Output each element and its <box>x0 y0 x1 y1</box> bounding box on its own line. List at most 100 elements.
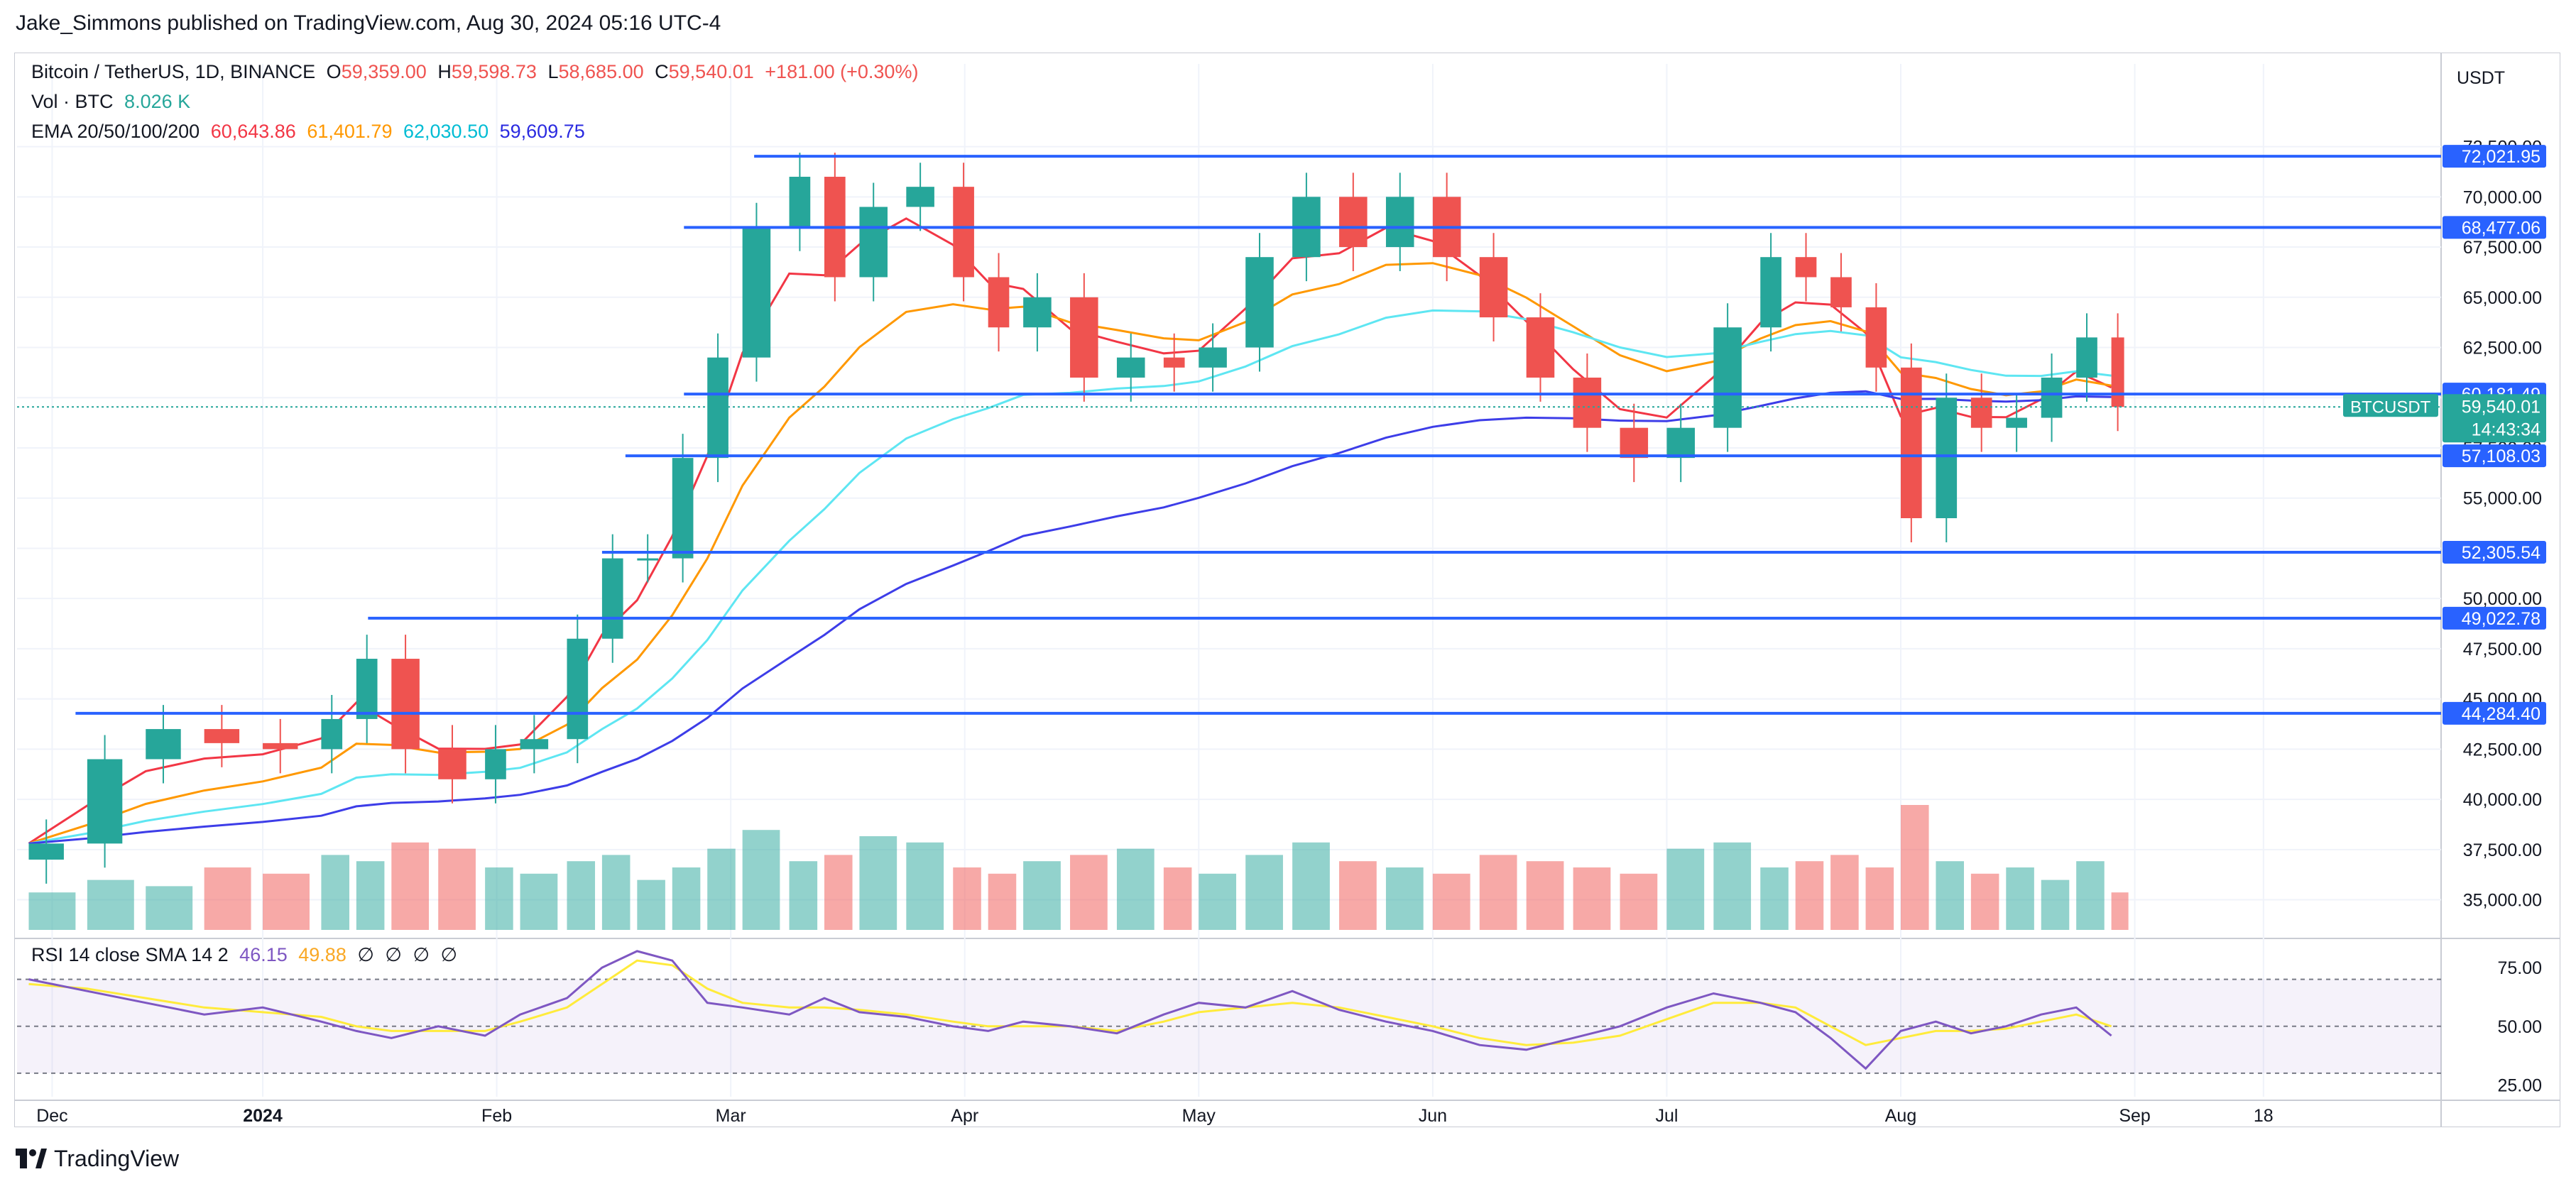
bar-countdown: 14:43:34 <box>2472 420 2540 439</box>
open-value: 59,359.00 <box>341 61 427 82</box>
candle-body <box>1023 297 1052 328</box>
candle-body <box>1479 257 1508 318</box>
rsi-tick-label: 25.00 <box>2497 1075 2542 1095</box>
close-label: C <box>655 61 669 82</box>
level-tag-bg <box>2443 701 2546 725</box>
candle-body <box>520 739 549 750</box>
close-value: 59,540.01 <box>668 61 754 82</box>
time-tick-label: Apr <box>951 1106 978 1126</box>
price-tick-label: 62,500.00 <box>2463 339 2542 358</box>
symbol-name[interactable]: Bitcoin / TetherUS, 1D, BINANCE <box>31 61 316 82</box>
price-tick-label: 70,000.00 <box>2463 187 2542 207</box>
volume-bar <box>824 855 853 930</box>
price-tick-label: 65,000.00 <box>2463 288 2542 308</box>
volume-bar <box>988 873 1017 930</box>
level-tag-label: 68,477.06 <box>2462 218 2540 238</box>
price-tick-label: 67,500.00 <box>2463 238 2542 258</box>
level-tag-bg <box>2443 540 2546 564</box>
candle-body <box>567 638 589 740</box>
rsi-sma-line <box>28 959 2112 1046</box>
candle-body <box>204 729 240 743</box>
volume-bar <box>1830 855 1859 930</box>
volume-bar <box>87 880 134 930</box>
candle-body <box>1199 347 1227 368</box>
price-tick-label: 35,000.00 <box>2463 891 2542 911</box>
volume-bar <box>1385 867 1424 930</box>
volume-bar <box>859 836 897 930</box>
level-price-tag: 44,284.40 <box>2443 701 2546 725</box>
volume-bar <box>1023 861 1061 930</box>
candle-body <box>28 843 64 860</box>
high-label: H <box>437 61 452 82</box>
volume-bar <box>1526 861 1564 930</box>
candle-body <box>2076 337 2097 378</box>
volume-bar <box>485 867 513 930</box>
open-label: O <box>326 61 342 82</box>
volume-bar <box>1479 855 1517 930</box>
volume-bar <box>906 842 944 930</box>
last-price-bg <box>2443 394 2546 443</box>
chart-canvas[interactable]: 72,500.0070,000.0067,500.0065,000.0062,5… <box>0 0 2576 1129</box>
candle-body <box>859 207 888 278</box>
volume-bar <box>2111 892 2129 930</box>
candle-body <box>438 749 466 779</box>
volume-label[interactable]: Vol · BTC <box>31 91 114 112</box>
volume-bar <box>1901 805 1929 930</box>
candle-body <box>1385 197 1414 248</box>
volume-bar <box>1163 867 1192 930</box>
candle-body <box>672 458 694 559</box>
rsi-tick-label: 75.00 <box>2497 958 2542 978</box>
volume-bar <box>1760 867 1789 930</box>
candle-body <box>1666 427 1695 459</box>
volume-bar <box>1936 861 1964 930</box>
candle-body <box>2041 377 2063 418</box>
candle-body <box>391 659 420 750</box>
ema100-value: 62,030.50 <box>403 121 489 142</box>
footer: TradingView <box>0 1129 2576 1189</box>
candle-body <box>1116 357 1145 378</box>
price-tick-label: 50,000.00 <box>2463 589 2542 609</box>
candle-body <box>1245 257 1274 348</box>
time-tick-label: Jul <box>1655 1106 1678 1126</box>
rsi-label[interactable]: RSI 14 close SMA 14 2 <box>31 944 229 965</box>
volume-bar <box>391 842 430 930</box>
candle-body <box>742 226 771 358</box>
candle-body <box>1901 367 1922 518</box>
level-tag-label: 57,108.03 <box>2462 446 2540 466</box>
rsi-null-1: ∅ <box>357 944 374 965</box>
volume-bar <box>672 867 701 930</box>
price-tick-label: 47,500.00 <box>2463 640 2542 659</box>
price-tick-label: 40,000.00 <box>2463 790 2542 810</box>
candle-body <box>906 187 934 207</box>
volume-bar <box>321 855 349 930</box>
rsi-value: 46.15 <box>239 944 288 965</box>
volume-bar <box>146 886 193 930</box>
volume-bar <box>1292 842 1330 930</box>
level-tag-bg <box>2443 444 2546 468</box>
candle-body <box>1936 398 1958 518</box>
volume-value: 8.026 K <box>124 91 191 112</box>
chart-frame[interactable] <box>14 53 2560 1127</box>
time-tick-label: Aug <box>1885 1106 1916 1126</box>
level-tag-bg <box>2443 216 2546 239</box>
level-price-tag: 68,477.06 <box>2443 216 2546 239</box>
rsi-line <box>28 950 2112 1070</box>
candle-body <box>1573 377 1602 428</box>
rsi-null-2: ∅ <box>385 944 402 965</box>
time-tick-label: May <box>1182 1106 1216 1126</box>
currency-label: USDT <box>2457 68 2505 88</box>
candle-body <box>1070 297 1098 378</box>
symbol-name-tag: BTCUSDT <box>2350 398 2431 417</box>
level-tag-label: 72,021.95 <box>2462 147 2540 167</box>
level-tag-label: 52,305.54 <box>2462 543 2540 563</box>
volume-bar <box>1339 861 1377 930</box>
volume-bar <box>1795 861 1824 930</box>
volume-bar <box>1970 873 1999 930</box>
tradingview-logo[interactable]: TradingView <box>16 1144 179 1173</box>
ema-label[interactable]: EMA 20/50/100/200 <box>31 121 200 142</box>
volume-bar <box>1199 873 1237 930</box>
volume-bar <box>263 873 310 930</box>
candle-body <box>1713 327 1742 428</box>
low-value: 58,685.00 <box>558 61 644 82</box>
rsi-tick-label: 50.00 <box>2497 1017 2542 1037</box>
